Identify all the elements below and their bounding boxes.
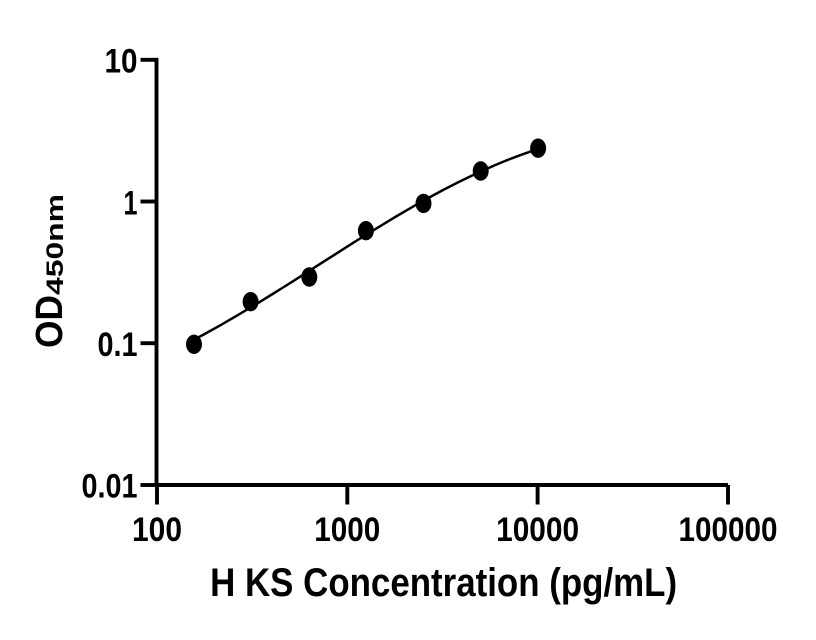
svg-text:1000: 1000 <box>314 511 380 549</box>
svg-text:100: 100 <box>132 511 182 549</box>
svg-text:0.01: 0.01 <box>82 468 138 506</box>
svg-text:100000: 100000 <box>679 511 778 549</box>
svg-text:0.1: 0.1 <box>98 326 138 364</box>
svg-text:1: 1 <box>124 184 138 222</box>
svg-text:OD450nm: OD450nm <box>29 194 71 348</box>
svg-text:10: 10 <box>105 43 138 81</box>
svg-text:10000: 10000 <box>496 511 579 549</box>
svg-text:H KS Concentration (pg/mL): H KS Concentration (pg/mL) <box>210 561 677 605</box>
